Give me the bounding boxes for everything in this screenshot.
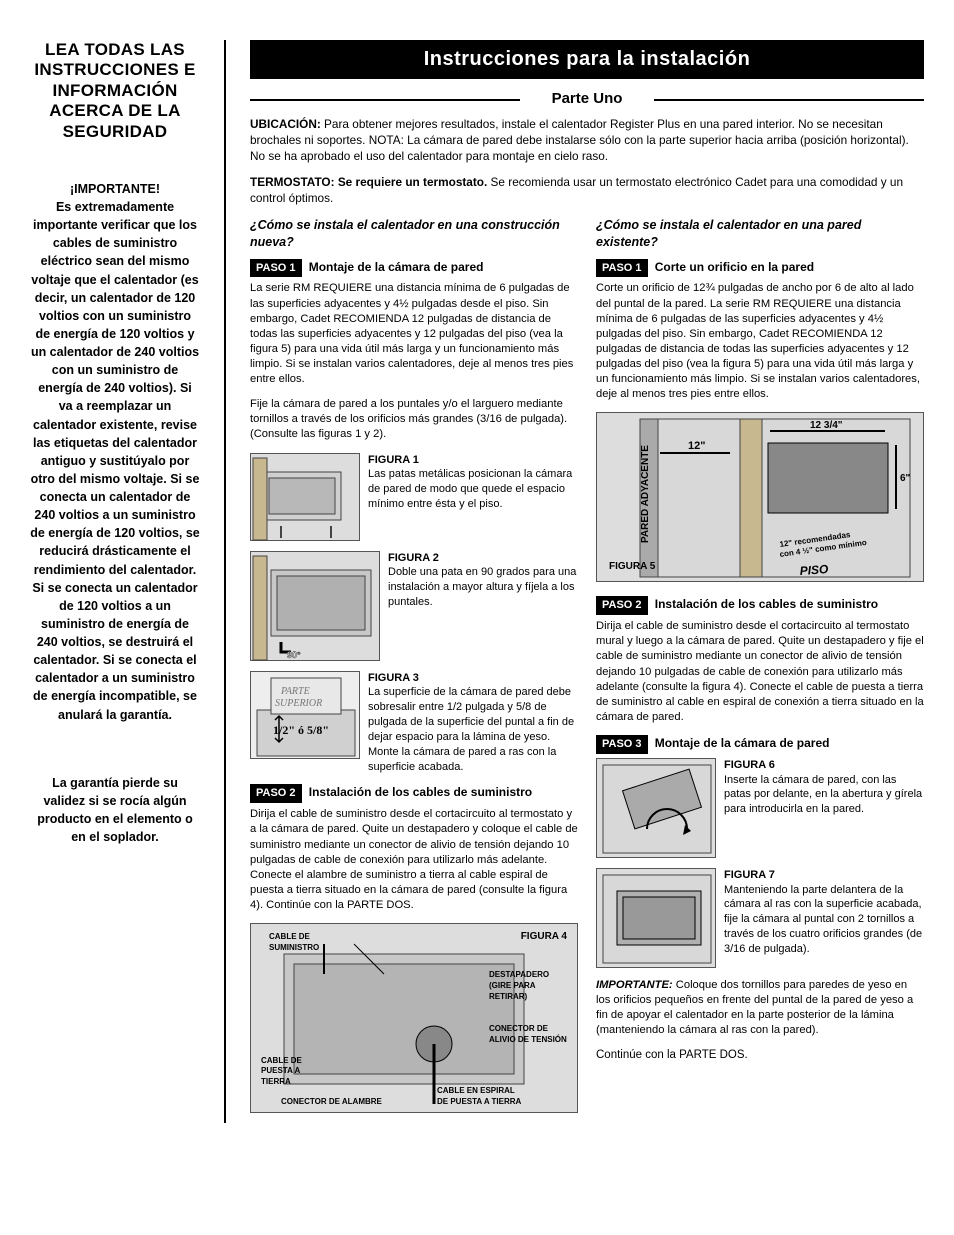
right-paso3-title: Montaje de la cámara de pared <box>655 736 830 750</box>
figure3-text: La superficie de la cámara de pared debe… <box>368 686 574 772</box>
paso2-badge-left: PASO 2 <box>250 784 302 803</box>
sidebar-heading: LEA TODAS LAS INSTRUCCIONES E INFORMACIÓ… <box>30 40 200 142</box>
figure1-caption: FIGURA 1 Las patas metálicas posicionan … <box>368 453 578 512</box>
fig4-callout-conector-alivio: CONECTOR DE ALIVIO DE TENSIÓN <box>489 1024 569 1046</box>
figure4-label: FIGURA 4 <box>521 930 567 944</box>
figure1-row: FIGURA 1 Las patas metálicas posicionan … <box>250 453 578 541</box>
paso1-badge-right: PASO 1 <box>596 259 648 278</box>
svg-text:SUPERIOR: SUPERIOR <box>275 698 322 709</box>
left-paso1-row: PASO 1 Montaje de la cámara de pared <box>250 259 578 278</box>
left-paso1-title: Montaje de la cámara de pared <box>309 260 484 274</box>
ubicacion-label: UBICACIÓN: <box>250 117 321 131</box>
main-content: Instrucciones para la instalación Parte … <box>250 40 924 1123</box>
svg-text:PISO: PISO <box>799 562 829 578</box>
figure6-row: FIGURA 6 Inserte la cámara de pared, con… <box>596 758 924 858</box>
figure4-image: FIGURA 4 CABLE DE SUMINISTRO DESTAPADERO… <box>250 923 578 1113</box>
figure3-label: FIGURA 3 <box>368 672 419 684</box>
left-paso2-body: Dirija el cable de suministro desde el c… <box>250 807 578 913</box>
fig4-callout-cable: CABLE DE SUMINISTRO <box>269 932 329 954</box>
figure6-caption: FIGURA 6 Inserte la cámara de pared, con… <box>724 758 924 817</box>
svg-text:12": 12" <box>688 440 705 452</box>
parte-label: Parte Uno <box>552 90 623 107</box>
figure1-text: Las patas metálicas posicionan la cámara… <box>368 468 572 510</box>
continue-text: Continúe con la PARTE DOS. <box>596 1048 924 1064</box>
two-column-layout: ¿Cómo se instala el calentador en una co… <box>250 217 924 1123</box>
svg-text:1/2" ó 5/8": 1/2" ó 5/8" <box>273 723 329 737</box>
ubicacion-paragraph: UBICACIÓN: Para obtener mejores resultad… <box>250 117 924 165</box>
svg-text:6": 6" <box>900 473 911 484</box>
left-question: ¿Cómo se instala el calentador en una co… <box>250 217 578 251</box>
figure2-caption: FIGURA 2 Doble una pata en 90 grados par… <box>388 551 578 610</box>
svg-text:PARED ADYACENTE: PARED ADYACENTE <box>640 445 651 543</box>
fig4-callout-conector-alambre: CONECTOR DE ALAMBRE <box>281 1097 382 1108</box>
warranty-note: La garantía pierde su validez si se rocí… <box>30 774 200 847</box>
figure3-caption: FIGURA 3 La superficie de la cámara de p… <box>368 671 578 775</box>
left-paso1-body: La serie RM REQUIERE una distancia mínim… <box>250 281 578 387</box>
column-existing-wall: ¿Cómo se instala el calentador en una pa… <box>596 217 924 1123</box>
figure6-image <box>596 758 716 858</box>
column-new-construction: ¿Cómo se instala el calentador en una co… <box>250 217 578 1123</box>
importante-note: IMPORTANTE: Coloque dos tornillos para p… <box>596 978 924 1038</box>
right-paso2-title: Instalación de los cables de suministro <box>655 597 878 611</box>
right-paso2-body: Dirija el cable de suministro desde el c… <box>596 619 924 725</box>
paso3-badge: PASO 3 <box>596 735 648 754</box>
right-paso2-row: PASO 2 Instalación de los cables de sumi… <box>596 596 924 615</box>
figure6-text: Inserte la cámara de pared, con las pata… <box>724 774 922 816</box>
termostato-label: TERMOSTATO: Se requiere un termostato. <box>250 175 487 189</box>
fig4-callout-destapadero: DESTAPADERO (GIRE PARA RETIRAR) <box>489 970 569 1002</box>
importante-note-label: IMPORTANTE: <box>596 979 673 991</box>
left-paso2-title: Instalación de los cables de suministro <box>309 785 532 799</box>
left-paso2-row: PASO 2 Instalación de los cables de sumi… <box>250 784 578 803</box>
paso1-badge: PASO 1 <box>250 259 302 278</box>
figure7-caption: FIGURA 7 Manteniendo la parte delantera … <box>724 868 924 957</box>
ubicacion-body: Para obtener mejores resultados, instale… <box>250 117 909 163</box>
figure2-label: FIGURA 2 <box>388 552 439 564</box>
figure3-image: PARTE SUPERIOR 1/2" ó 5/8" <box>250 671 360 759</box>
vertical-divider <box>224 40 226 1123</box>
importante-body: Es extremadamente importante verificar q… <box>30 198 200 724</box>
figure7-image <box>596 868 716 968</box>
page-container: LEA TODAS LAS INSTRUCCIONES E INFORMACIÓ… <box>30 40 924 1123</box>
parte-uno-heading: Parte Uno <box>250 89 924 109</box>
right-paso3-row: PASO 3 Montaje de la cámara de pared <box>596 735 924 754</box>
left-paso1-body2: Fije la cámara de pared a los puntales y… <box>250 397 578 442</box>
figure2-text: Doble una pata en 90 grados para una ins… <box>388 566 576 608</box>
right-question: ¿Cómo se instala el calentador en una pa… <box>596 217 924 251</box>
figure2-image: 90° <box>250 551 380 661</box>
svg-text:PARTE: PARTE <box>280 686 310 697</box>
importante-label: ¡IMPORTANTE! <box>30 180 200 198</box>
figure1-image <box>250 453 360 541</box>
figure7-text: Manteniendo la parte delantera de la cám… <box>724 884 922 955</box>
fig4-callout-tierra: CABLE DE PUESTA A TIERRA <box>261 1056 311 1088</box>
figure5-image: 12" 12 3/4" 6" 12" recomendadas con 4 ½"… <box>596 412 924 582</box>
svg-text:12 3/4": 12 3/4" <box>810 420 843 431</box>
figure5-label: FIGURA 5 <box>609 560 655 574</box>
svg-text:90°: 90° <box>287 650 301 660</box>
fig4-callout-espiral: CABLE EN ESPIRAL DE PUESTA A TIERRA <box>437 1086 527 1108</box>
termostato-paragraph: TERMOSTATO: Se requiere un termostato. S… <box>250 175 924 207</box>
right-paso1-body: Corte un orificio de 12¾ pulgadas de anc… <box>596 281 924 402</box>
paso2-badge-right: PASO 2 <box>596 596 648 615</box>
safety-sidebar: LEA TODAS LAS INSTRUCCIONES E INFORMACIÓ… <box>30 40 200 1123</box>
figure7-row: FIGURA 7 Manteniendo la parte delantera … <box>596 868 924 968</box>
title-banner: Instrucciones para la instalación <box>250 40 924 79</box>
figure6-label: FIGURA 6 <box>724 759 775 771</box>
figure2-row: 90° FIGURA 2 Doble una pata en 90 grados… <box>250 551 578 661</box>
figure1-label: FIGURA 1 <box>368 454 419 466</box>
right-paso1-title: Corte un orificio en la pared <box>655 260 814 274</box>
figure7-label: FIGURA 7 <box>724 869 775 881</box>
figure3-row: PARTE SUPERIOR 1/2" ó 5/8" FIGURA 3 La s… <box>250 671 578 775</box>
right-paso1-row: PASO 1 Corte un orificio en la pared <box>596 259 924 278</box>
